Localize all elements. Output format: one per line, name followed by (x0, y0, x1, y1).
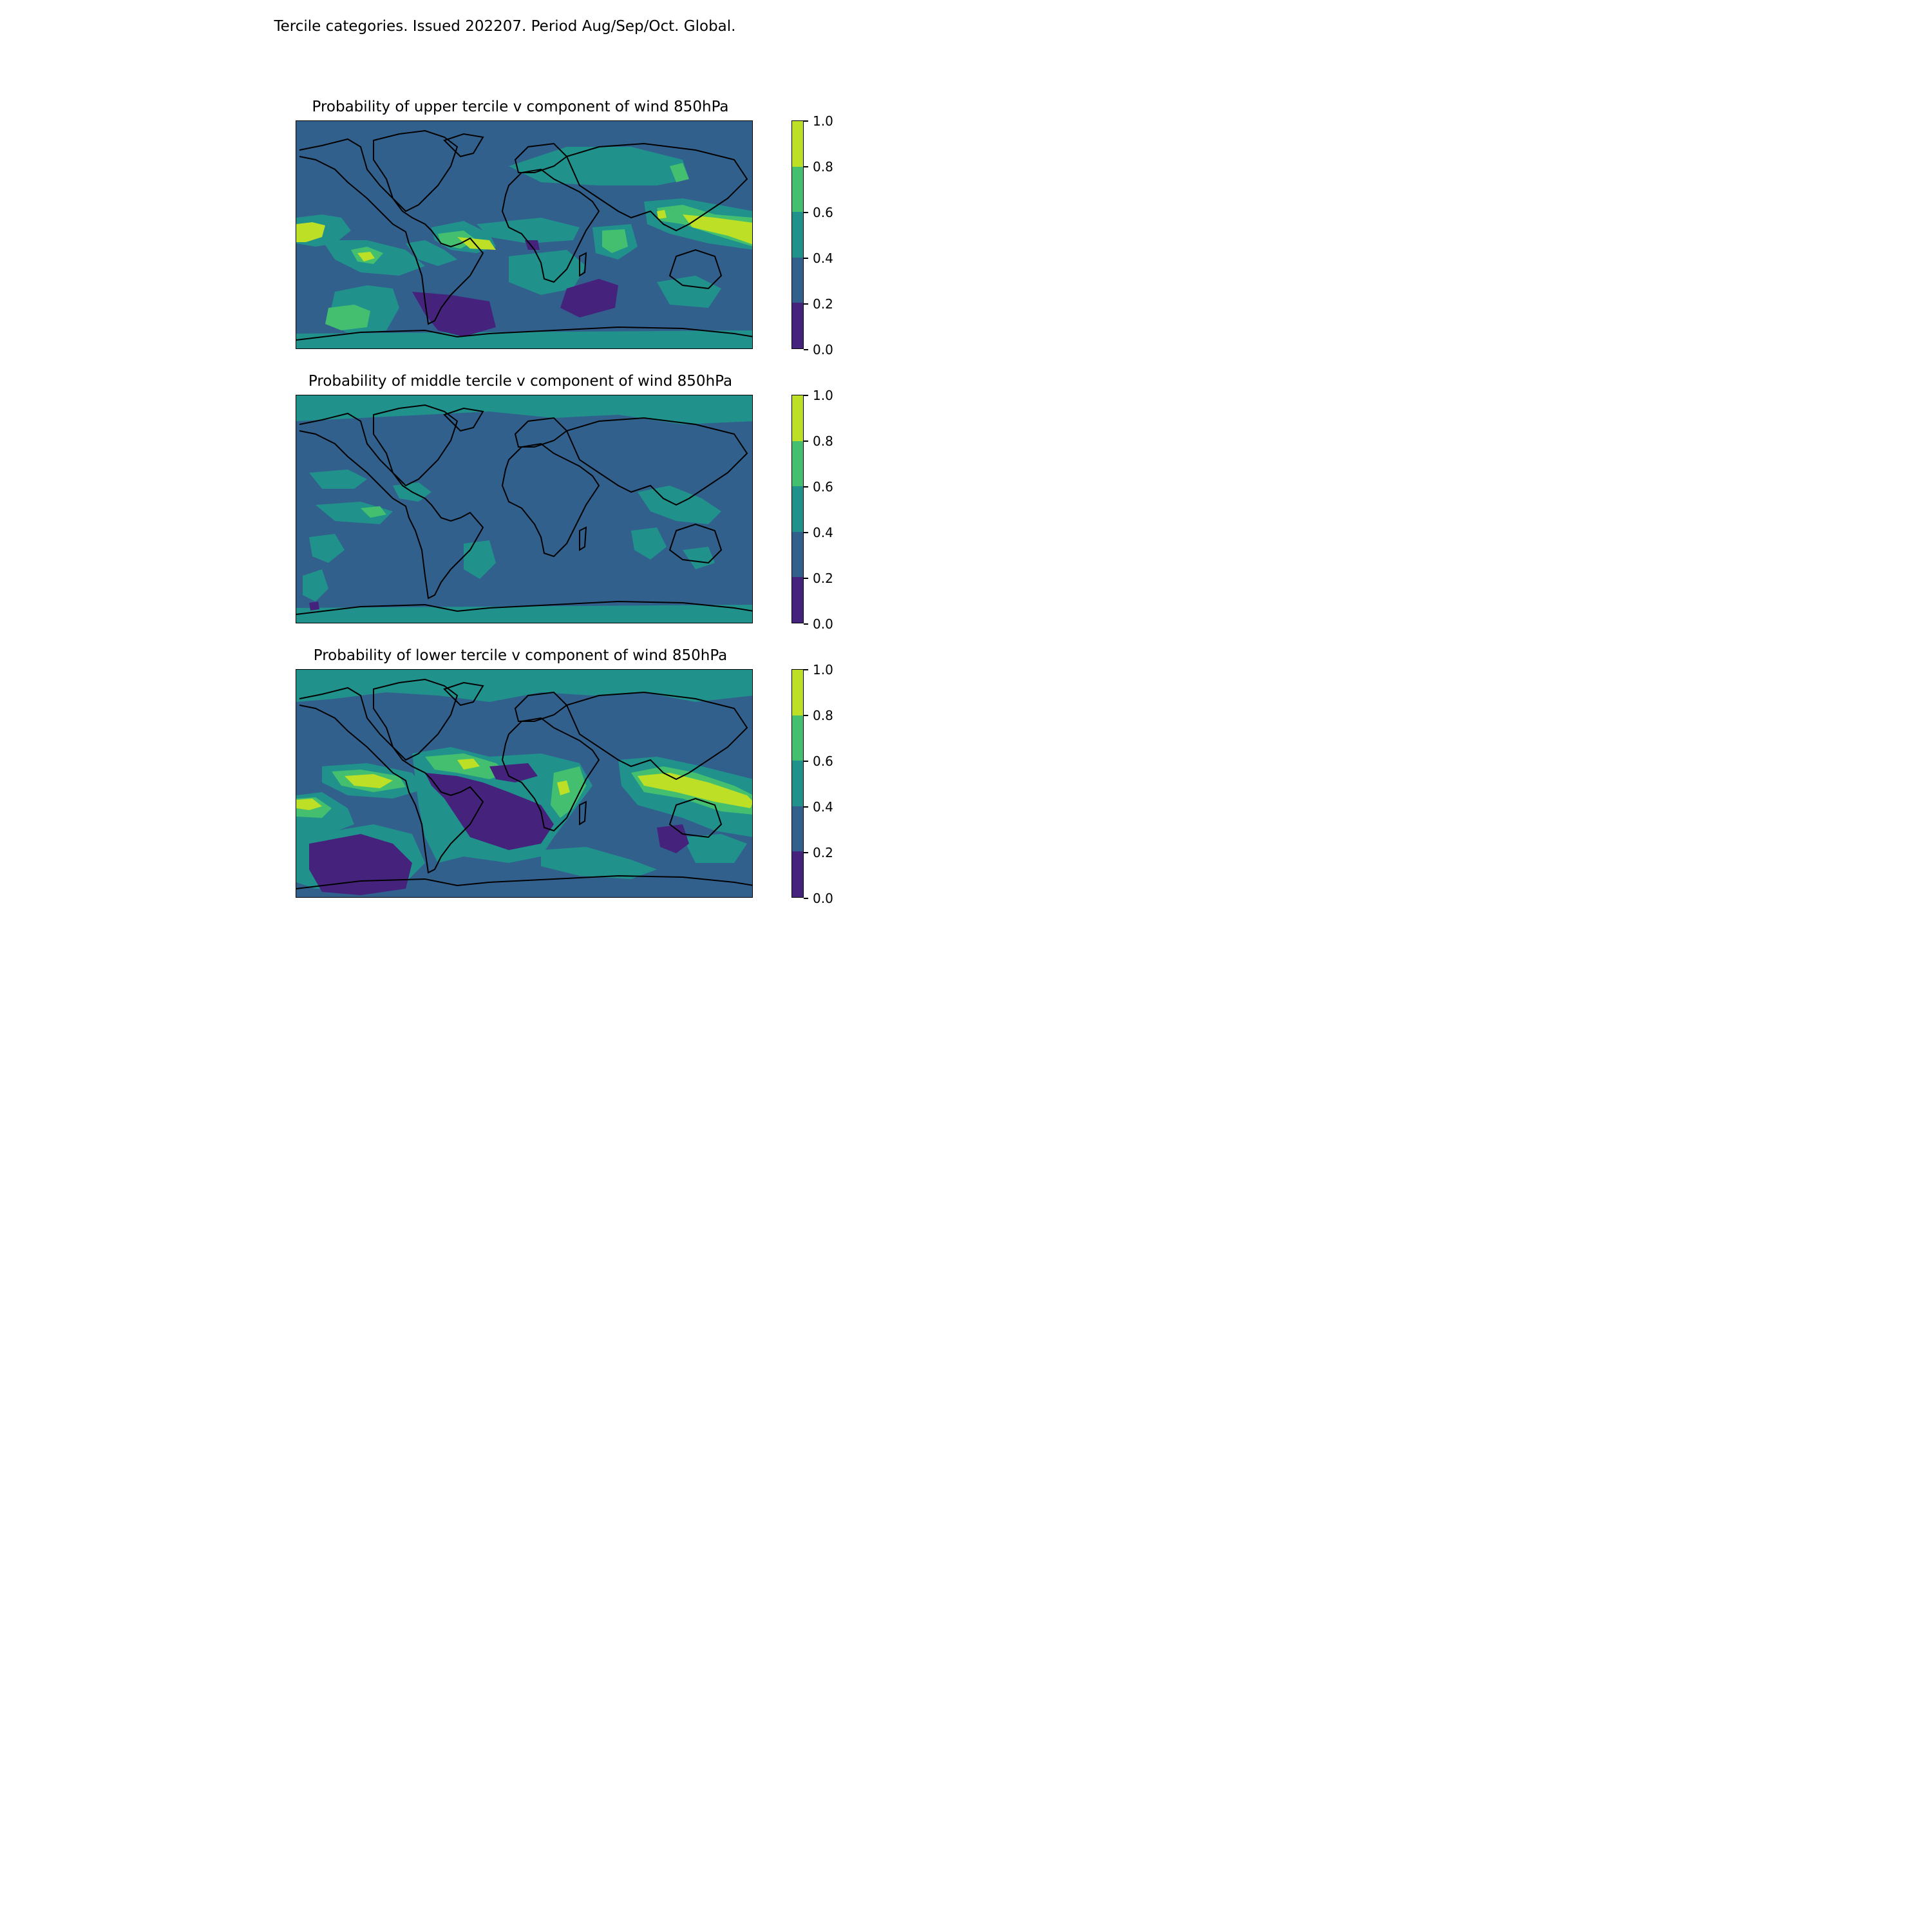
colorbar-tick (804, 212, 808, 213)
figure-title: Tercile categories. Issued 202207. Perio… (274, 18, 736, 35)
colorbar-bin (792, 303, 803, 348)
colorbar-bin (792, 531, 803, 578)
colorbar-bin (792, 761, 803, 806)
colorbar-bin (792, 212, 803, 258)
coastlines (296, 678, 752, 889)
colorbar-tick-label: 1.0 (813, 662, 833, 677)
colorbar-bin (792, 851, 803, 897)
probability-field-lower (296, 670, 752, 895)
colorbar-tick (804, 852, 808, 853)
colorbar-bin (792, 577, 803, 623)
colorbar-tick-label: 0.2 (813, 296, 833, 312)
colorbar-tick (804, 669, 808, 670)
colorbar-bin (792, 166, 803, 213)
colorbar-tick (804, 486, 808, 488)
colorbar-tick-label: 0.0 (813, 616, 833, 632)
map-upper (296, 120, 753, 349)
colorbar-tick (804, 578, 808, 579)
colorbar-bin (792, 806, 803, 852)
colorbar-tick (804, 120, 808, 122)
map-middle (296, 395, 753, 623)
colorbar-tick (804, 440, 808, 442)
colorbar-tick-label: 0.6 (813, 753, 833, 769)
colorbar-bin (792, 395, 803, 441)
map-lower (296, 669, 753, 898)
map-lower-field (296, 670, 752, 895)
colorbar-tick-label: 0.4 (813, 251, 833, 266)
colorbar-tick (804, 898, 808, 899)
colorbar-tick-label: 0.8 (813, 433, 833, 449)
colorbar-bin (792, 715, 803, 761)
map-upper-field (296, 129, 752, 348)
panel-title-middle: Probability of middle tercile v componen… (308, 373, 733, 390)
colorbar-lower (791, 669, 804, 898)
coastlines (296, 404, 752, 615)
colorbar-tick (804, 532, 808, 533)
colorbar-tick (804, 166, 808, 167)
colorbar-middle (791, 395, 804, 623)
colorbar-upper (791, 120, 804, 349)
colorbar-tick-label: 0.6 (813, 479, 833, 495)
colorbar-tick (804, 258, 808, 259)
colorbar-tick (804, 303, 808, 305)
panel-title-lower: Probability of lower tercile v component… (313, 647, 728, 664)
colorbar-tick-label: 0.4 (813, 525, 833, 540)
colorbar-tick (804, 623, 808, 625)
colorbar-bin (792, 121, 803, 167)
coastlines (296, 129, 752, 341)
panel-title-upper: Probability of upper tercile v component… (312, 99, 729, 115)
colorbar-tick (804, 395, 808, 396)
colorbar-bin (792, 257, 803, 303)
colorbar-tick-label: 0.4 (813, 799, 833, 815)
colorbar-tick-label: 0.0 (813, 342, 833, 357)
colorbar-tick (804, 761, 808, 762)
colorbar-tick-label: 0.8 (813, 159, 833, 175)
colorbar-tick-label: 0.2 (813, 845, 833, 860)
probability-field-middle (296, 395, 752, 623)
probability-field-upper (296, 147, 752, 348)
colorbar-tick (804, 715, 808, 716)
map-middle-field (296, 395, 752, 623)
colorbar-tick (804, 806, 808, 808)
colorbar-tick-label: 0.2 (813, 571, 833, 586)
colorbar-tick (804, 349, 808, 350)
colorbar-tick-label: 0.6 (813, 205, 833, 220)
colorbar-bin (792, 486, 803, 532)
colorbar-tick-label: 1.0 (813, 113, 833, 129)
colorbar-tick-label: 1.0 (813, 388, 833, 403)
colorbar-tick-label: 0.0 (813, 891, 833, 906)
colorbar-bin (792, 440, 803, 487)
colorbar-bin (792, 670, 803, 715)
colorbar-tick-label: 0.8 (813, 708, 833, 723)
